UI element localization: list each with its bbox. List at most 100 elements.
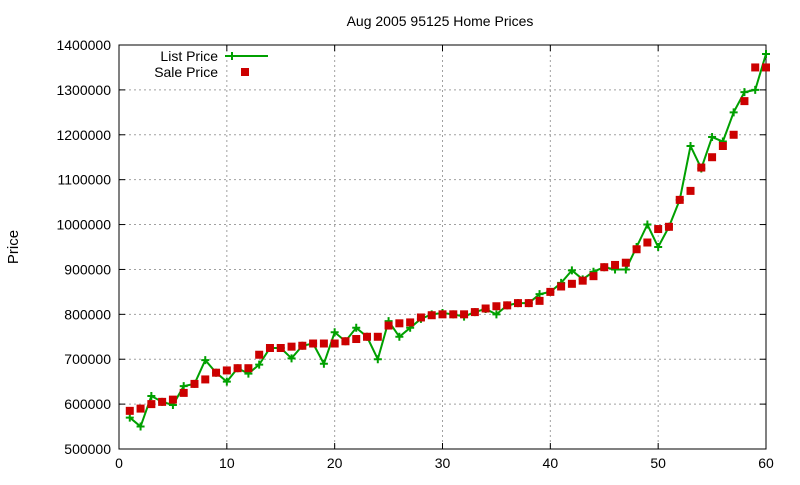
x-tick-label: 40 xyxy=(543,455,559,471)
sale-price-point xyxy=(395,319,404,328)
y-tick-label: 1100000 xyxy=(58,172,112,188)
sale-price-point xyxy=(611,260,620,269)
list-price-point xyxy=(201,356,210,365)
sale-price-point xyxy=(233,364,242,373)
sale-price-point xyxy=(481,304,490,313)
sale-price-point xyxy=(762,63,770,72)
sale-price-point xyxy=(363,332,372,341)
sale-price-point xyxy=(244,364,253,373)
list-price-point xyxy=(319,359,328,368)
sale-price-point xyxy=(190,379,199,388)
sale-price-point xyxy=(330,339,339,348)
sale-price-point xyxy=(352,335,361,344)
sale-price-point xyxy=(309,339,318,348)
legend-label-list-price: List Price xyxy=(160,48,218,64)
sale-price-point xyxy=(632,245,641,254)
sale-price-point xyxy=(535,296,544,305)
y-tick-label: 900000 xyxy=(64,261,111,277)
sale-price-point xyxy=(643,238,652,247)
grid-layer xyxy=(119,45,766,449)
sale-price-point xyxy=(513,299,522,308)
x-tick-label: 50 xyxy=(650,455,666,471)
x-tick-label: 0 xyxy=(115,455,123,471)
sale-price-point xyxy=(147,400,156,409)
sale-price-point xyxy=(503,301,512,310)
sale-price-point xyxy=(212,368,221,377)
sale-price-point xyxy=(718,142,727,150)
list-price-point xyxy=(125,413,134,422)
y-tick-label: 800000 xyxy=(64,306,111,322)
sale-price-point xyxy=(406,318,415,327)
sale-price-point xyxy=(600,263,609,272)
sale-price-point xyxy=(341,337,350,346)
list-price-point xyxy=(352,323,361,332)
sale-price-point xyxy=(438,310,447,319)
list-price-point xyxy=(373,355,382,364)
x-tick-label: 10 xyxy=(219,455,235,471)
list-price-point xyxy=(179,382,188,391)
list-price-point xyxy=(255,360,264,369)
list-price-point xyxy=(621,265,630,274)
y-tick-label: 1300000 xyxy=(56,82,111,98)
sale-price-point xyxy=(460,310,469,319)
legend-marker-sale-price xyxy=(241,68,249,76)
x-tick-label: 30 xyxy=(435,455,451,471)
y-tick-label: 500000 xyxy=(64,441,111,457)
list-price-point xyxy=(643,220,652,229)
list-price-point xyxy=(136,422,145,431)
legend-marker-list-price xyxy=(228,52,236,60)
sale-price-point xyxy=(201,375,210,384)
list-price-point xyxy=(654,243,663,251)
sale-price-point xyxy=(222,366,231,375)
y-tick-label: 600000 xyxy=(64,396,111,412)
y-tick-label: 1200000 xyxy=(56,127,111,143)
list-price-point xyxy=(708,133,717,142)
list-price-point xyxy=(762,49,770,58)
sale-price-point xyxy=(276,344,285,352)
list-price-point xyxy=(729,108,738,117)
sale-price-point xyxy=(557,282,566,291)
chart-title: Aug 2005 95125 Home Prices xyxy=(347,13,534,29)
sale-price-point xyxy=(621,258,630,267)
list-price-point xyxy=(686,142,695,150)
list-price-point xyxy=(492,310,501,319)
sale-price-point xyxy=(158,397,167,406)
list-price-point xyxy=(567,266,576,275)
sale-price-point xyxy=(136,404,145,413)
sale-price-point xyxy=(751,63,760,72)
sale-price-point xyxy=(449,310,458,319)
sale-price-point xyxy=(664,222,673,231)
sale-price-point xyxy=(416,313,425,322)
sale-price-point xyxy=(492,302,501,311)
x-tick-label: 20 xyxy=(327,455,343,471)
sale-price-point xyxy=(546,287,555,296)
sale-price-point xyxy=(265,344,274,352)
sale-price-point xyxy=(675,195,684,204)
x-tick-label: 60 xyxy=(758,455,774,471)
sale-price-point xyxy=(589,272,598,281)
sale-price-point xyxy=(298,341,307,350)
sale-price-point xyxy=(319,339,328,348)
series-list-price xyxy=(125,49,770,431)
list-price-point xyxy=(740,88,749,97)
sale-price-point xyxy=(578,276,587,285)
y-axis-label: Price xyxy=(5,230,22,264)
sale-price-point xyxy=(373,332,382,341)
sale-price-point xyxy=(729,130,738,139)
sale-price-point xyxy=(654,225,663,234)
sale-price-point xyxy=(384,321,393,330)
sale-price-point xyxy=(168,395,177,404)
sale-price-point xyxy=(287,342,296,351)
sale-price-point xyxy=(125,406,134,415)
sale-price-point xyxy=(740,97,749,106)
sale-price-point xyxy=(179,388,188,397)
series-sale-price xyxy=(125,63,770,415)
list-price-point xyxy=(147,392,156,401)
series-layer xyxy=(125,49,770,431)
sale-price-point xyxy=(708,153,717,162)
y-tick-label: 700000 xyxy=(64,351,111,367)
sale-price-point xyxy=(524,299,533,308)
